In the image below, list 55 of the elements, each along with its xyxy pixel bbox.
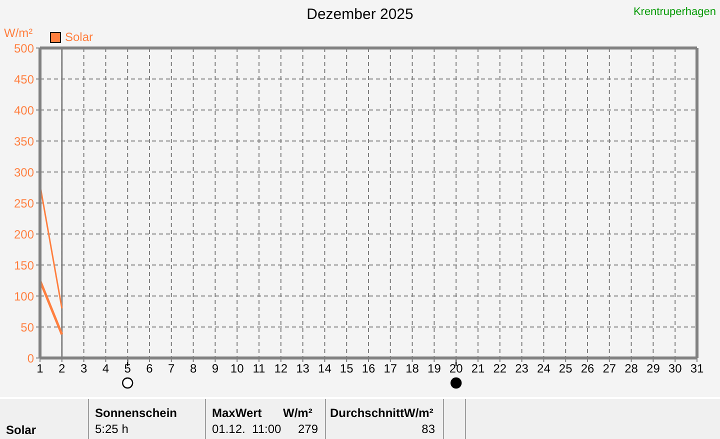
text: 83 [420, 422, 435, 436]
x-tick-label: 6 [146, 362, 154, 376]
y-tick-label: 400 [14, 103, 34, 118]
x-tick-label: 17 [384, 362, 398, 376]
x-tick-label: 29 [646, 362, 660, 376]
x-tick-label: 14 [318, 362, 332, 376]
y-tick-label: 0 [27, 351, 34, 366]
x-tick-label: 18 [406, 362, 420, 376]
x-tick-label: 3 [80, 362, 88, 376]
y-tick-label: 350 [14, 134, 34, 148]
text: W/m² [283, 406, 312, 420]
x-tick-label: 12 [274, 362, 288, 376]
x-tick-label: 8 [190, 362, 197, 376]
text: MaxWert [212, 406, 262, 420]
y-tick-label: 500 [14, 41, 34, 56]
x-tick-label: 27 [602, 362, 616, 376]
text: 5:25 h [95, 422, 128, 436]
x-tick-label: 15 [340, 362, 354, 376]
x-tick-label: 1 [36, 362, 44, 376]
x-tick-label: 21 [471, 362, 485, 376]
y-tick-label: 100 [14, 289, 34, 304]
x-tick-label: 26 [580, 362, 594, 376]
text: 01.12. 11:00 [212, 422, 282, 436]
x-tick-label: 19 [428, 362, 442, 376]
y-tick-label: 200 [14, 227, 34, 242]
chart-title: Dezember 2025 [306, 6, 414, 23]
y-tick-label: 450 [14, 72, 34, 86]
x-tick-label: 13 [296, 362, 310, 376]
x-tick-label: 22 [493, 362, 507, 376]
x-tick-label: 5 [124, 362, 132, 376]
text: DurchschnittW/m² [330, 406, 434, 420]
y-tick-label: 250 [14, 196, 34, 210]
text: Sonnenschein [95, 406, 178, 420]
x-tick-label: 30 [668, 362, 682, 376]
x-tick-label: 7 [168, 362, 176, 376]
text: 279 [296, 422, 318, 436]
x-tick-label: 10 [230, 362, 244, 376]
x-tick-label: 24 [537, 362, 551, 376]
y-tick-label: 50 [20, 320, 34, 334]
x-tick-label: 16 [362, 362, 376, 376]
x-tick-label: 11 [252, 362, 266, 376]
x-tick-label: 25 [558, 362, 573, 376]
y-tick-label: 150 [14, 258, 34, 272]
text: Krentruperhagen [633, 6, 716, 18]
y-axis-title: W/m² [4, 26, 33, 40]
x-tick-label: 20 [449, 362, 464, 376]
legend-label: Solar [65, 30, 94, 44]
y-tick-label: 300 [14, 165, 34, 180]
x-tick-label: 23 [515, 362, 529, 376]
text: Solar [6, 423, 36, 437]
x-tick-label: 2 [58, 362, 66, 376]
x-tick-label: 31 [690, 362, 704, 376]
x-tick-label: 9 [212, 362, 219, 376]
x-tick-label: 4 [102, 362, 110, 376]
x-tick-label: 28 [624, 362, 638, 376]
